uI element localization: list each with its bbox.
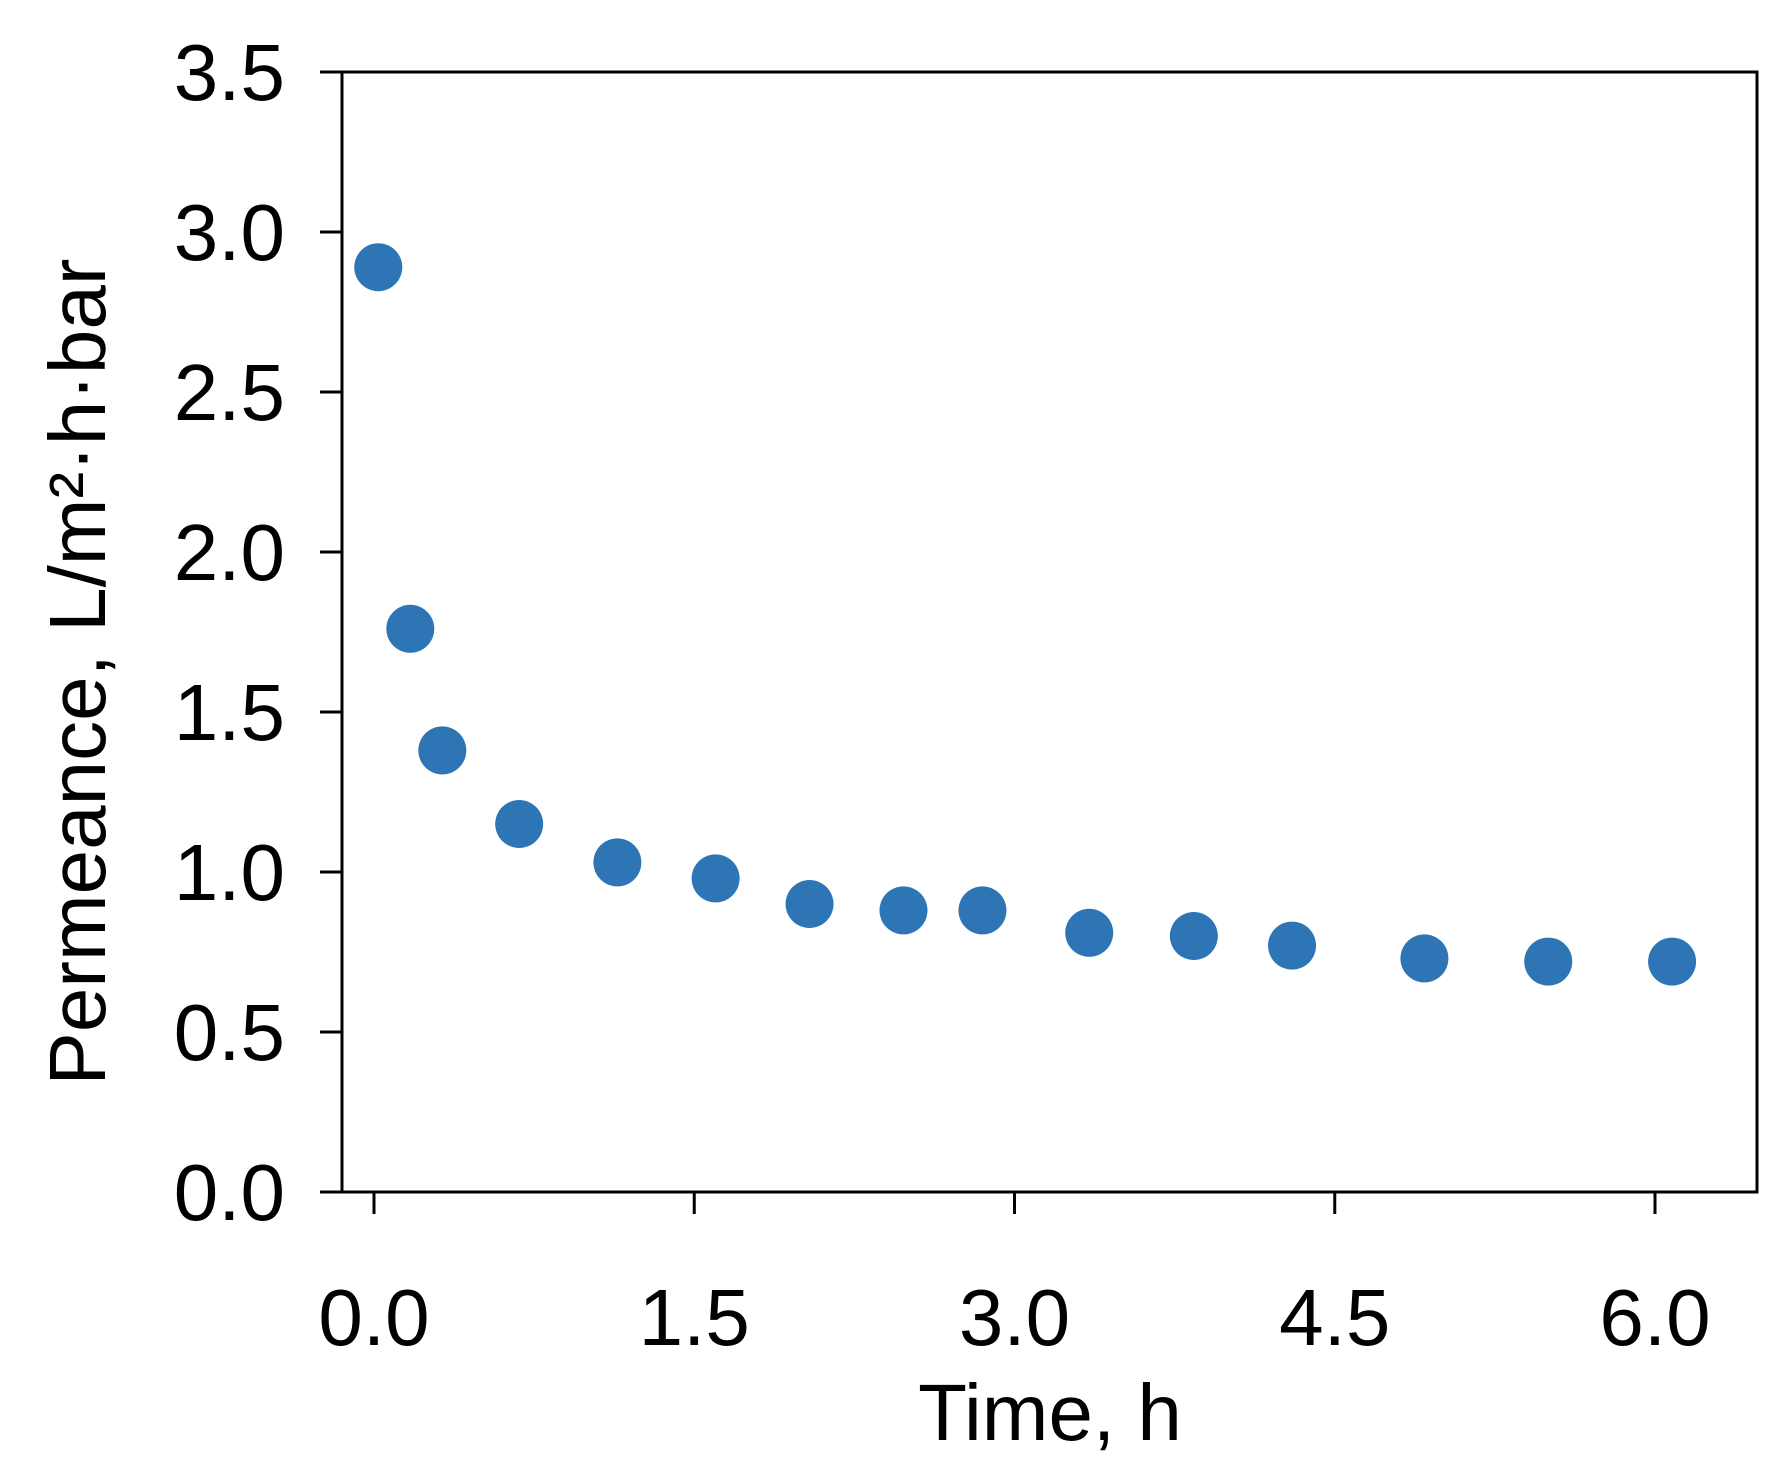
- data-point: [691, 854, 740, 903]
- y-axis-title: Permeance, L/m²·h·bar: [33, 259, 122, 1086]
- data-point: [785, 880, 834, 928]
- x-tick-label: 3.0: [959, 1273, 1070, 1362]
- data-point: [418, 726, 467, 775]
- y-tick-label: 3.0: [174, 188, 285, 277]
- x-tick-label: 4.5: [1279, 1273, 1390, 1362]
- data-point: [495, 800, 544, 848]
- x-tick-label: 6.0: [1599, 1273, 1710, 1362]
- data-point: [1648, 937, 1697, 986]
- y-tick-label: 0.0: [174, 1148, 285, 1237]
- data-point: [1065, 908, 1114, 957]
- data-point: [1169, 912, 1218, 960]
- y-tick-label: 2.0: [174, 508, 285, 597]
- data-points: [354, 243, 1697, 986]
- data-point: [1268, 921, 1317, 970]
- x-tick-label: 1.5: [639, 1273, 750, 1362]
- data-point: [386, 604, 435, 653]
- y-tick-label: 3.5: [174, 28, 285, 117]
- plot-frame: [340, 70, 1759, 1194]
- y-axis: 0.0 0.5 1.0 1.5 2.0 2.5 3.0 3.5: [174, 28, 342, 1237]
- data-point: [593, 838, 642, 887]
- x-axis-title: Time, h: [918, 1368, 1182, 1457]
- x-tick-label: 0.0: [318, 1273, 429, 1362]
- y-tick-label: 1.5: [174, 668, 285, 757]
- y-tick-label: 2.5: [174, 348, 285, 437]
- data-point: [879, 886, 928, 935]
- x-axis: 0.0 1.5 3.0 4.5 6.0: [318, 1192, 1711, 1362]
- y-tick-label: 1.0: [174, 828, 285, 917]
- y-tick-label: 0.5: [174, 988, 285, 1077]
- data-point: [1400, 934, 1449, 983]
- data-point: [1524, 937, 1573, 986]
- data-point: [354, 243, 403, 292]
- data-point: [958, 886, 1007, 935]
